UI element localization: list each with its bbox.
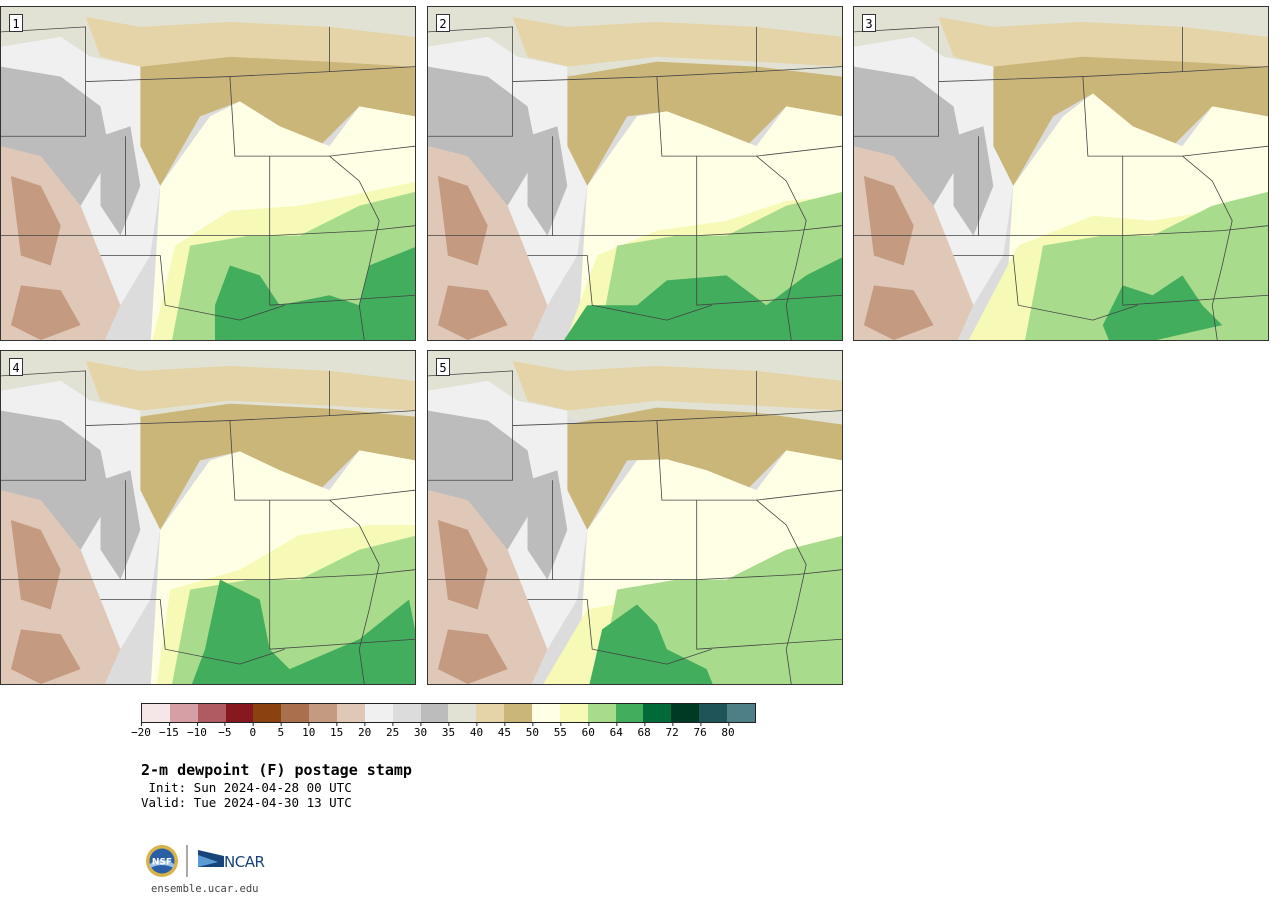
dewpoint-map: [428, 351, 842, 684]
colorbar-swatch: [392, 704, 421, 722]
member-label: 1: [9, 14, 23, 32]
colorbar-swatch: [504, 704, 533, 722]
colorbar-swatch: [448, 704, 477, 722]
map-panel: 2: [427, 6, 843, 341]
colorbar-swatch: [169, 704, 198, 722]
colorbar-tick-label: 50: [525, 722, 539, 739]
dewpoint-map: [428, 7, 842, 340]
init-time: Init: Sun 2024-04-28 00 UTC: [141, 780, 352, 795]
colorbar-swatch: [587, 704, 616, 722]
colorbar-tick-label: 45: [497, 722, 512, 739]
site-url: ensemble.ucar.edu: [151, 883, 259, 895]
colorbar-swatch: [559, 704, 588, 722]
colorbar-swatch: [337, 704, 365, 722]
colorbar-tick-label: 72: [665, 722, 679, 739]
dewpoint-map: [1, 351, 415, 684]
member-label: 3: [862, 14, 876, 32]
colorbar-swatch: [727, 704, 755, 722]
colorbar-tick-label: 40: [469, 722, 484, 739]
colorbar-tick-label: 55: [553, 722, 567, 739]
colorbar-swatch: [643, 704, 672, 722]
nsf-logo: NSF: [146, 845, 178, 877]
colorbar-tick-label: 0: [249, 722, 257, 739]
map-panel: 3: [853, 6, 1269, 341]
colorbar-swatch: [671, 704, 700, 722]
colorbar-tick-label: 30: [413, 722, 428, 739]
colorbar-tick-label: 76: [693, 722, 707, 739]
dewpoint-map: [854, 7, 1268, 340]
member-label: 2: [436, 14, 450, 32]
colorbar-tick-label: 10: [302, 722, 316, 739]
colorbar-tick-label: 20: [358, 722, 372, 739]
colorbar-swatch: [364, 704, 393, 722]
colorbar-swatch: [420, 704, 449, 722]
map-panel: 1: [0, 6, 416, 341]
colorbar-swatch: [197, 704, 226, 722]
nsf-logo-text: NSF: [152, 858, 172, 868]
colorbar-swatch: [532, 704, 560, 722]
colorbar-tick-label: 64: [609, 722, 623, 739]
colorbar-swatch: [142, 704, 170, 722]
member-label: 5: [436, 358, 450, 376]
colorbar-swatch: [699, 704, 728, 722]
colorbar-tick-label: −20: [131, 722, 151, 739]
colorbar-ticks: −20 −15 −10 −5 0 5 10 15 20 25 30 35 40 45 50 55 60 64 68 7…: [131, 722, 756, 740]
colorbar-swatch: [253, 704, 282, 722]
valid-time: Valid: Tue 2024-04-30 13 UTC: [141, 795, 352, 810]
colorbar-tick-label: 5: [277, 722, 285, 739]
colorbar-swatch: [309, 704, 338, 722]
colorbar-swatch: [615, 704, 644, 722]
colorbar-swatch: [476, 704, 505, 722]
colorbar-tick-label: 68: [637, 722, 651, 739]
colorbar: [141, 703, 756, 723]
map-panel: 4: [0, 350, 416, 685]
nsf-ncar-logos: NSF NCAR: [146, 845, 265, 877]
colorbar-swatch: [225, 704, 254, 722]
ncar-logo-text: NCAR: [224, 853, 264, 871]
map-panel: 5: [427, 350, 843, 685]
dewpoint-map: [1, 7, 415, 340]
colorbar-tick-label: −15: [159, 722, 179, 739]
colorbar-tick-label: 60: [581, 722, 595, 739]
member-label: 4: [9, 358, 23, 376]
colorbar-tick-label: 80: [721, 722, 735, 739]
colorbar-swatch: [281, 704, 310, 722]
colorbar-tick-label: −10: [186, 722, 207, 739]
colorbar-tick-label: 35: [441, 722, 456, 739]
ncar-logo: NCAR: [198, 850, 265, 871]
colorbar-tick-label: 15: [330, 722, 344, 739]
colorbar-tick-label: −5: [218, 722, 232, 739]
colorbar-tick-label: 25: [385, 722, 400, 739]
figure-title: 2-m dewpoint (F) postage stamp: [141, 761, 412, 779]
